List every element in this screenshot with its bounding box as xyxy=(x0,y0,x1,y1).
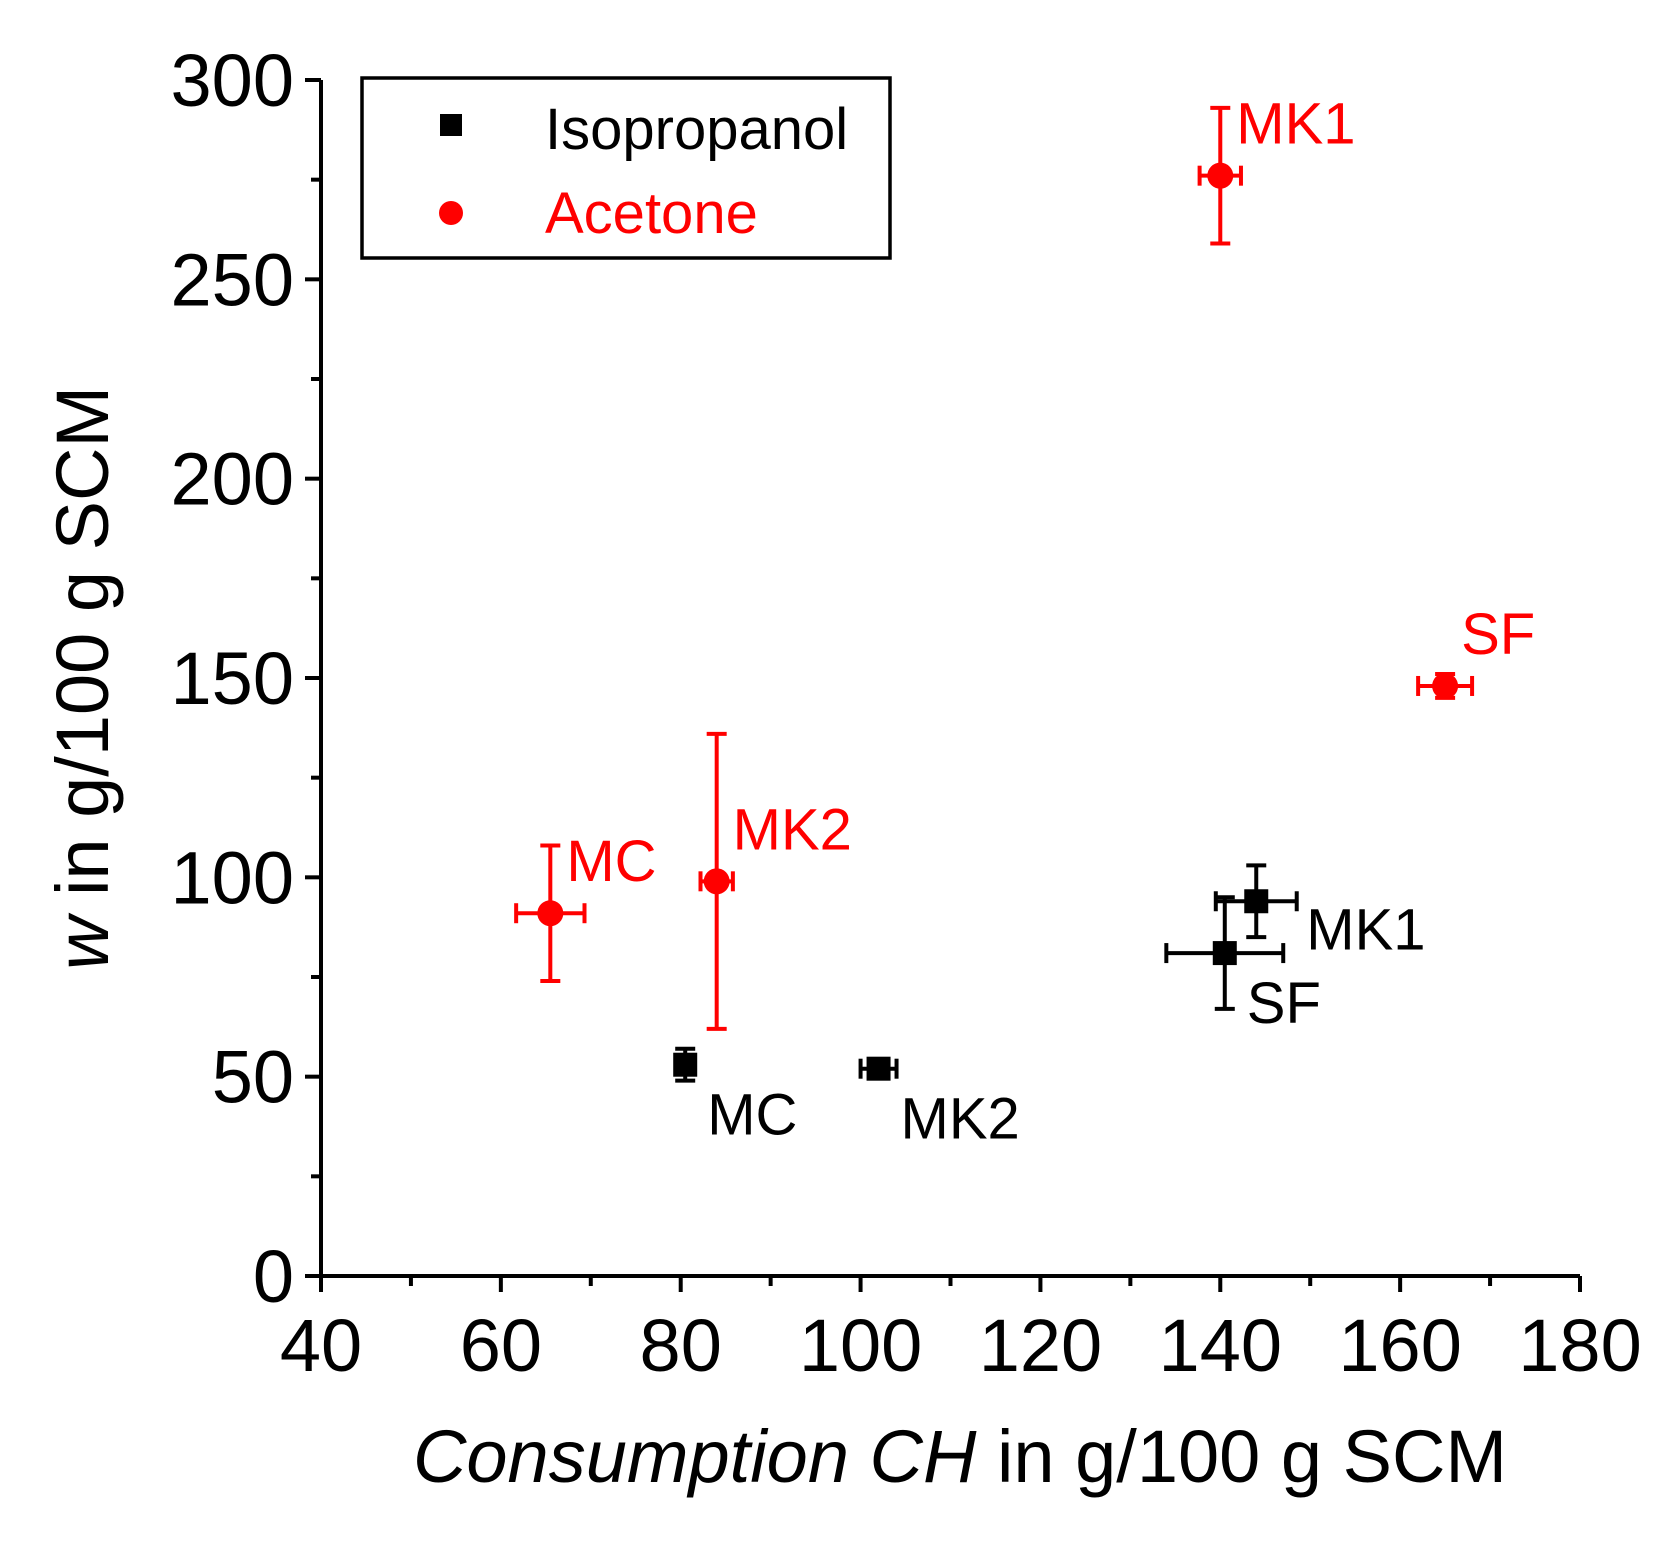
x-tick-label: 120 xyxy=(979,1304,1102,1387)
data-point-group: SF xyxy=(1164,895,1321,1036)
y-axis-title-italic: w xyxy=(41,912,124,970)
y-tick-label: 300 xyxy=(171,39,294,122)
x-tick-label: 160 xyxy=(1338,1304,1461,1387)
data-point xyxy=(537,900,564,927)
series-isopropanol: MC MK2 MK1 SF xyxy=(673,863,1426,1152)
legend: Isopropanol Acetone xyxy=(360,76,892,260)
data-point-group: MK1 xyxy=(1213,863,1426,962)
data-point xyxy=(673,1052,698,1077)
point-label: MK1 xyxy=(1236,92,1355,157)
data-point xyxy=(1432,672,1459,699)
legend-box xyxy=(360,76,892,260)
y-tick-label: 200 xyxy=(171,438,294,521)
x-tick-label: 80 xyxy=(640,1304,722,1387)
series-acetone: MC MK2 MK1 SF xyxy=(514,92,1535,1031)
data-point xyxy=(866,1056,891,1081)
x-tick-label: 100 xyxy=(799,1304,922,1387)
data-point xyxy=(1207,162,1234,189)
data-point-group: MK1 xyxy=(1197,92,1356,246)
ticks: 40 60 80 100 120 140 160 180 0 50 100 150 200 250 300 xyxy=(171,39,1642,1387)
point-label: MC xyxy=(566,829,656,894)
data-point-group: MC xyxy=(514,829,657,983)
data-point-group: SF xyxy=(1416,602,1535,700)
y-tick-label: 150 xyxy=(171,637,294,720)
data-point-group: MC xyxy=(673,1046,797,1148)
x-axis-title-rest: in g/100 g SCM xyxy=(976,1415,1507,1498)
data-point-group: MK2 xyxy=(858,1056,1020,1152)
legend-marker-isopropanol xyxy=(440,114,462,136)
point-label: MK2 xyxy=(733,797,852,862)
y-axis-title-rest: in g/100 g SCM xyxy=(41,386,124,917)
legend-marker-acetone xyxy=(439,201,463,225)
legend-label-acetone: Acetone xyxy=(545,181,758,246)
x-axis-title: Consumption CH in g/100 g SCM xyxy=(413,1415,1507,1498)
point-label: MC xyxy=(707,1083,797,1148)
data-point xyxy=(1212,941,1237,966)
x-axis-title-italic: Consumption CH xyxy=(413,1415,977,1498)
data-point xyxy=(703,868,730,895)
data-point xyxy=(1244,889,1269,914)
x-tick-label: 40 xyxy=(280,1304,362,1387)
point-label: MK1 xyxy=(1306,897,1425,962)
legend-label-isopropanol: Isopropanol xyxy=(545,97,848,162)
data-point-group: MK2 xyxy=(698,731,852,1031)
point-label: MK2 xyxy=(901,1087,1020,1152)
x-tick-label: 140 xyxy=(1159,1304,1282,1387)
x-tick-label: 180 xyxy=(1518,1304,1641,1387)
series-layer: MC MK2 MK1 SF MC MK2 MK1 SF xyxy=(514,92,1535,1152)
y-tick-label: 0 xyxy=(253,1235,294,1318)
x-tick-label: 60 xyxy=(460,1304,542,1387)
y-tick-label: 100 xyxy=(171,836,294,919)
y-tick-label: 250 xyxy=(171,238,294,321)
point-label: SF xyxy=(1461,602,1535,667)
y-tick-label: 50 xyxy=(212,1036,294,1119)
point-label: SF xyxy=(1247,971,1321,1036)
y-axis-title: w in g/100 g SCM xyxy=(41,386,124,970)
